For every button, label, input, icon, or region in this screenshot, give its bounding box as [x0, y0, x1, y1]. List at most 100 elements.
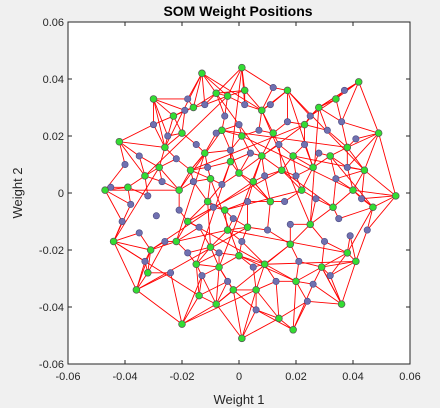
neighbor-line	[352, 169, 365, 191]
input-point	[158, 178, 166, 186]
neighbor-line	[224, 189, 302, 211]
neighbor-line	[338, 206, 374, 220]
y-tick-label: -0.04	[39, 302, 64, 314]
weight-point	[283, 86, 292, 95]
weight-point	[175, 186, 183, 194]
neighbor-line	[119, 141, 140, 157]
neighbor-line	[215, 303, 243, 339]
neighbor-line	[195, 264, 200, 296]
y-tick-label: 0.02	[43, 131, 64, 143]
neighbor-line	[261, 155, 283, 171]
neighbor-line	[204, 132, 217, 154]
neighbor-line	[215, 67, 243, 94]
input-point	[246, 149, 254, 157]
weight-point	[109, 237, 118, 246]
neighbor-line	[241, 318, 280, 339]
neighbor-line	[192, 73, 203, 108]
weight-point	[300, 120, 309, 129]
neighbor-line	[289, 224, 311, 245]
neighbor-line	[267, 229, 291, 245]
weight-point	[286, 240, 295, 249]
neighbor-line	[198, 226, 211, 248]
input-point	[135, 152, 143, 160]
neighbor-line	[190, 124, 305, 171]
input-point	[320, 237, 328, 245]
neighbor-line	[329, 155, 337, 179]
neighbor-line	[241, 67, 274, 88]
input-point	[201, 101, 209, 109]
neighbor-line	[153, 98, 166, 148]
input-point	[238, 237, 246, 245]
y-tick-label: 0.04	[43, 74, 64, 86]
input-point	[150, 121, 158, 129]
weight-point	[275, 314, 283, 323]
neighbor-line	[264, 175, 271, 202]
neighbor-line	[201, 73, 217, 94]
input-point	[255, 126, 263, 134]
neighbor-line	[113, 241, 151, 251]
neighbor-line	[181, 289, 257, 325]
neighbor-line	[196, 252, 220, 265]
weight-point	[249, 177, 258, 186]
weight-point	[369, 203, 377, 212]
input-point	[269, 84, 277, 92]
weight-point	[238, 132, 246, 140]
weight-point	[192, 260, 201, 269]
y-tick-label: -0.06	[39, 359, 64, 371]
input-point	[306, 112, 314, 120]
weight-point	[260, 260, 269, 269]
neighbor-line	[287, 90, 314, 168]
weight-point	[240, 86, 249, 95]
neighbor-line	[329, 261, 357, 277]
neighbor-line	[233, 289, 257, 311]
neighbor-line	[238, 172, 271, 202]
x-tick-label: 0	[236, 371, 242, 383]
neighbor-line	[204, 95, 228, 106]
input-point	[340, 86, 348, 94]
neighbor-line	[341, 121, 379, 134]
weight-point	[235, 169, 243, 177]
input-point	[152, 212, 160, 220]
input-point	[346, 232, 354, 240]
weight-point	[161, 143, 169, 152]
neighbor-line	[215, 267, 220, 305]
x-tick-label: 0.06	[399, 371, 420, 383]
neighbor-line	[210, 178, 240, 256]
weight-point	[238, 334, 246, 343]
neighbor-line	[241, 309, 257, 339]
input-point	[358, 195, 366, 203]
neighbor-line	[113, 241, 200, 296]
input-point	[301, 141, 309, 149]
input-point	[224, 277, 232, 285]
weight-point	[195, 291, 203, 300]
input-point	[283, 118, 291, 126]
input-point	[363, 226, 371, 234]
input-point	[249, 263, 257, 271]
weight-point	[144, 269, 152, 277]
weight-point	[206, 243, 215, 251]
neighbor-line	[255, 309, 294, 331]
input-point	[315, 149, 323, 157]
neighbor-line	[347, 132, 379, 148]
y-axis-label: Weight 2	[10, 167, 25, 218]
input-point	[175, 206, 183, 214]
neighbor-line	[321, 260, 356, 268]
neighbor-line	[292, 281, 297, 330]
neighbor-line	[252, 267, 257, 290]
neighbor-line	[104, 189, 131, 205]
weight-point	[206, 175, 215, 183]
neighbor-line	[147, 241, 166, 274]
neighbor-line	[366, 207, 374, 231]
weight-point	[201, 149, 209, 157]
neighbor-line	[215, 93, 226, 117]
neighbor-line	[261, 87, 274, 111]
neighbor-line	[292, 284, 314, 330]
neighbor-line	[295, 281, 308, 302]
weight-point	[343, 249, 352, 257]
neighbor-line	[329, 275, 343, 305]
weight-point	[315, 103, 323, 112]
neighbor-line	[324, 241, 348, 254]
input-point	[309, 280, 317, 288]
input-point	[135, 229, 143, 237]
